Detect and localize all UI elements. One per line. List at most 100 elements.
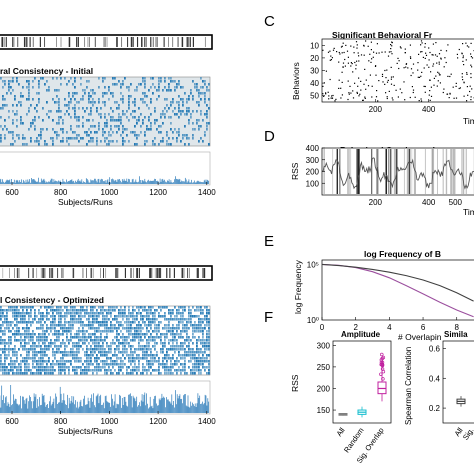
heatmap-cell bbox=[82, 333, 84, 336]
heatmap-cell bbox=[152, 315, 154, 318]
heatmap-cell bbox=[52, 363, 54, 366]
heatmap-cell bbox=[202, 312, 204, 315]
heatmap-cell bbox=[70, 354, 72, 357]
event-dot bbox=[391, 53, 393, 55]
heatmap-cell bbox=[138, 107, 140, 110]
heatmap-cell bbox=[164, 345, 166, 348]
heatmap-cell bbox=[84, 366, 86, 369]
heatmap-cell bbox=[18, 83, 20, 86]
heatmap-cell bbox=[154, 309, 156, 312]
heatmap-cell bbox=[182, 363, 184, 366]
heatmap-cell bbox=[128, 306, 130, 309]
heatmap-cell bbox=[110, 363, 112, 366]
event-dot bbox=[466, 45, 468, 47]
heatmap-cell bbox=[182, 366, 184, 369]
heatmap-cell bbox=[100, 309, 102, 312]
heatmap-cell bbox=[18, 330, 20, 333]
heatmap-cell bbox=[170, 77, 172, 80]
event-dot bbox=[433, 84, 435, 86]
heatmap-cell bbox=[56, 348, 58, 351]
heatmap-cell bbox=[70, 77, 72, 80]
heatmap-cell bbox=[12, 366, 14, 369]
heatmap-cell bbox=[184, 324, 186, 327]
heatmap-cell bbox=[156, 327, 158, 330]
heatmap-cell bbox=[112, 110, 114, 113]
heatmap-cell bbox=[64, 351, 66, 354]
heatmap-cell bbox=[48, 369, 50, 372]
heatmap-cell bbox=[58, 315, 60, 318]
heatmap-cell bbox=[172, 366, 174, 369]
heatmap-cell bbox=[10, 131, 12, 134]
heatmap-cell bbox=[32, 98, 34, 101]
heatmap-cell bbox=[94, 125, 96, 128]
heatmap-cell bbox=[58, 351, 60, 354]
heatmap-cell bbox=[54, 315, 56, 318]
heatmap-cell bbox=[194, 369, 196, 372]
heatmap-cell bbox=[170, 327, 172, 330]
heatmap-cell bbox=[4, 98, 6, 101]
heatmap-cell bbox=[106, 372, 108, 375]
heatmap-cell bbox=[106, 342, 108, 345]
heatmap-cell bbox=[90, 336, 92, 339]
heatmap-cell bbox=[114, 306, 116, 309]
heatmap-cell bbox=[198, 101, 200, 104]
heatmap-cell bbox=[206, 339, 208, 342]
heatmap-cell bbox=[22, 345, 24, 348]
heatmap-cell bbox=[160, 336, 162, 339]
heatmap-cell bbox=[148, 116, 150, 119]
heatmap-cell bbox=[130, 83, 132, 86]
heatmap-cell bbox=[12, 77, 14, 80]
heatmap-cell bbox=[120, 321, 122, 324]
heatmap-cell bbox=[118, 348, 120, 351]
heatmap-cell bbox=[158, 131, 160, 134]
heatmap-cell bbox=[34, 348, 36, 351]
heatmap-cell bbox=[52, 324, 54, 327]
heatmap-cell bbox=[22, 312, 24, 315]
heatmap-cell bbox=[186, 137, 188, 140]
heatmap-cell bbox=[164, 372, 166, 375]
heatmap-cell bbox=[36, 327, 38, 330]
heatmap-cell bbox=[14, 318, 16, 321]
heatmap-cell bbox=[62, 330, 64, 333]
heatmap-cell bbox=[76, 336, 78, 339]
heatmap-cell bbox=[62, 309, 64, 312]
heatmap-cell bbox=[106, 309, 108, 312]
heatmap-cell bbox=[54, 369, 56, 372]
heatmap-cell bbox=[94, 131, 96, 134]
heatmap-cell bbox=[34, 354, 36, 357]
event-dot bbox=[328, 98, 330, 100]
heatmap-cell bbox=[20, 95, 22, 98]
heatmap-cell bbox=[150, 357, 152, 360]
heatmap-cell bbox=[118, 369, 120, 372]
event-dot bbox=[448, 97, 450, 99]
heatmap-cell bbox=[104, 137, 106, 140]
heatmap-cell bbox=[132, 345, 134, 348]
heatmap-cell bbox=[122, 95, 124, 98]
heatmap-cell bbox=[18, 134, 20, 137]
heatmap-cell bbox=[146, 128, 148, 131]
heatmap-cell bbox=[176, 131, 178, 134]
heatmap-cell bbox=[108, 86, 110, 89]
heatmap-cell bbox=[206, 128, 208, 131]
heatmap-cell bbox=[138, 306, 140, 309]
heatmap-cell bbox=[172, 318, 174, 321]
heatmap-cell bbox=[192, 327, 194, 330]
heatmap-cell bbox=[16, 306, 18, 309]
heatmap-cell bbox=[206, 330, 208, 333]
heatmap-cell bbox=[118, 104, 120, 107]
heatmap-cell bbox=[188, 351, 190, 354]
heatmap-cell bbox=[158, 336, 160, 339]
heatmap-cell bbox=[128, 333, 130, 336]
event-dot bbox=[351, 63, 353, 65]
heatmap-cell bbox=[94, 351, 96, 354]
heatmap-cell bbox=[198, 336, 200, 339]
heatmap-cell bbox=[60, 315, 62, 318]
heatmap-cell bbox=[104, 101, 106, 104]
heatmap-cell bbox=[16, 330, 18, 333]
event-dot bbox=[429, 79, 431, 81]
heatmap-cell bbox=[130, 354, 132, 357]
heatmap-cell bbox=[46, 354, 48, 357]
heatmap-cell bbox=[164, 354, 166, 357]
heatmap-cell bbox=[94, 366, 96, 369]
heatmap-cell bbox=[126, 372, 128, 375]
